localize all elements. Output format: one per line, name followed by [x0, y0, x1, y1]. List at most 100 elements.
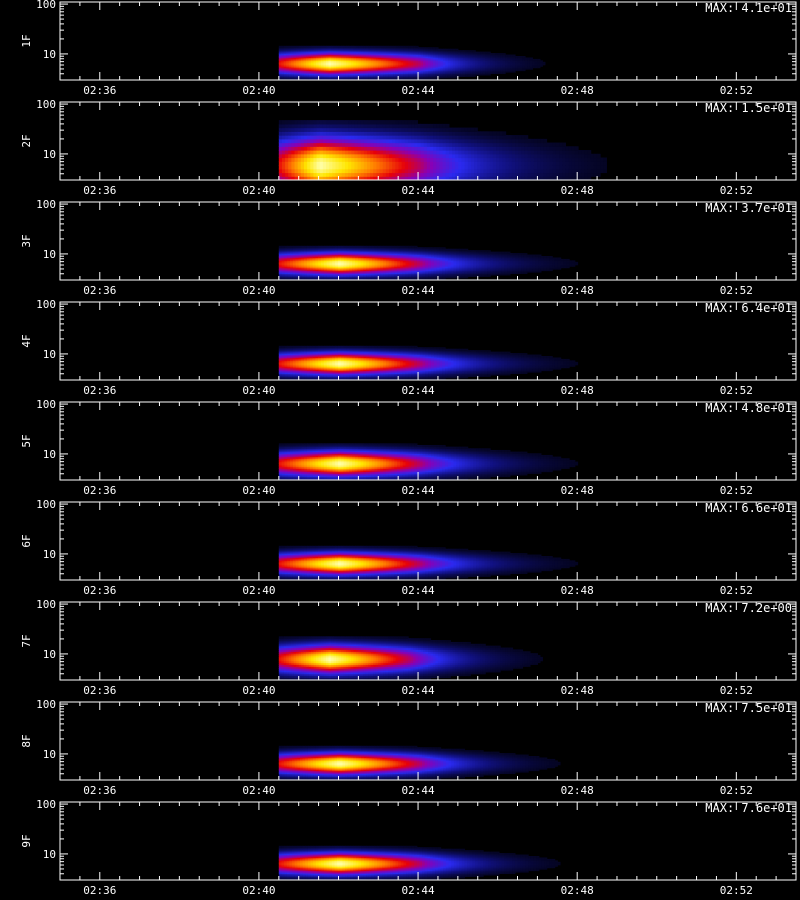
heat-cell	[328, 73, 332, 76]
heat-cell	[410, 58, 414, 61]
heat-cell	[349, 253, 353, 256]
heat-cell	[358, 191, 362, 195]
heat-cell	[429, 168, 434, 174]
heat-cell	[432, 48, 437, 51]
heat-cell	[515, 168, 519, 174]
heat-cell	[313, 74, 317, 77]
heat-cell	[414, 172, 418, 177]
heat-cell	[461, 172, 466, 177]
heat-cell	[528, 187, 532, 191]
heat-cell	[426, 164, 431, 170]
heat-cell	[385, 60, 389, 63]
heat-cell	[497, 69, 501, 72]
heat-cell	[490, 195, 494, 199]
heat-cell	[477, 61, 481, 64]
heat-cell	[425, 71, 429, 75]
heat-cell	[351, 138, 355, 144]
heat-cell	[375, 64, 379, 67]
heat-cell	[418, 73, 422, 76]
heat-cell	[288, 191, 292, 195]
heat-cell	[333, 60, 337, 63]
heat-cell	[351, 176, 355, 180]
heat-cell	[279, 184, 283, 188]
heat-cell	[293, 69, 297, 72]
heat-cell	[281, 245, 286, 248]
heat-cell	[370, 150, 374, 155]
heat-cell	[346, 255, 350, 259]
heat-cell	[502, 161, 507, 166]
heat-cell	[439, 135, 444, 140]
heat-cell	[470, 50, 474, 53]
heat-cell	[411, 176, 415, 180]
heat-cell	[425, 51, 429, 54]
heat-cell	[301, 67, 305, 70]
heat-cell	[418, 67, 422, 70]
heat-cell	[518, 142, 522, 147]
heat-cell	[353, 53, 357, 56]
heat-cell	[460, 53, 464, 56]
heat-cell	[480, 73, 484, 76]
heat-cell	[313, 77, 317, 80]
heat-cell	[336, 50, 340, 53]
heat-cell	[515, 60, 519, 63]
heat-cell	[445, 70, 449, 73]
heat-cell	[287, 250, 291, 253]
heat-cell	[450, 66, 454, 69]
heat-cell	[443, 191, 447, 195]
heat-cell	[437, 71, 442, 75]
heat-cell	[288, 123, 293, 129]
heat-cell	[483, 135, 488, 140]
heat-cell	[284, 271, 288, 275]
heat-cell	[345, 60, 350, 63]
heat-cell	[448, 164, 453, 170]
heat-cell	[295, 274, 300, 277]
heat-cell	[436, 184, 440, 188]
heat-cell	[368, 66, 372, 69]
heat-cell	[477, 161, 481, 166]
heat-cell	[437, 67, 442, 70]
heat-cell	[306, 270, 311, 273]
heat-cell	[385, 172, 390, 177]
heat-cell	[281, 146, 286, 151]
heat-cell	[508, 172, 513, 177]
heat-cell	[502, 61, 506, 64]
heat-cell	[367, 150, 371, 155]
heat-cell	[355, 67, 359, 70]
heat-cell	[455, 58, 459, 61]
heat-cell	[321, 70, 325, 73]
heat-cell	[415, 63, 419, 66]
heat-cell	[490, 64, 494, 67]
heat-cell	[304, 172, 308, 177]
heat-cell	[502, 70, 506, 73]
heat-cell	[486, 176, 491, 180]
heat-cell	[375, 77, 379, 80]
heat-cell	[461, 146, 466, 151]
heat-cell	[287, 253, 291, 256]
heat-cell	[358, 64, 362, 67]
heat-cell	[386, 191, 390, 195]
heat-cell	[472, 51, 476, 54]
heat-cell	[485, 51, 489, 54]
heat-cell	[321, 277, 325, 280]
heat-cell	[375, 61, 379, 64]
heat-cell	[505, 54, 509, 57]
heat-cell	[329, 274, 333, 277]
heat-cell	[524, 142, 529, 147]
heat-cell	[442, 164, 447, 170]
heat-cell	[388, 61, 392, 64]
heat-cell	[378, 60, 382, 63]
heat-cell	[357, 123, 362, 129]
heat-cell	[549, 150, 554, 155]
heat-cell	[492, 131, 497, 136]
heat-cell	[442, 51, 447, 54]
heat-cell	[373, 66, 377, 69]
heat-cell	[480, 70, 484, 73]
heat-cell	[301, 184, 305, 188]
heat-cell	[333, 74, 337, 77]
heat-cell	[358, 66, 362, 69]
heat-cell	[539, 60, 543, 63]
heat-cell	[398, 123, 403, 129]
heat-cell	[329, 135, 333, 140]
heat-cell	[418, 63, 422, 66]
heat-cell	[350, 47, 355, 50]
